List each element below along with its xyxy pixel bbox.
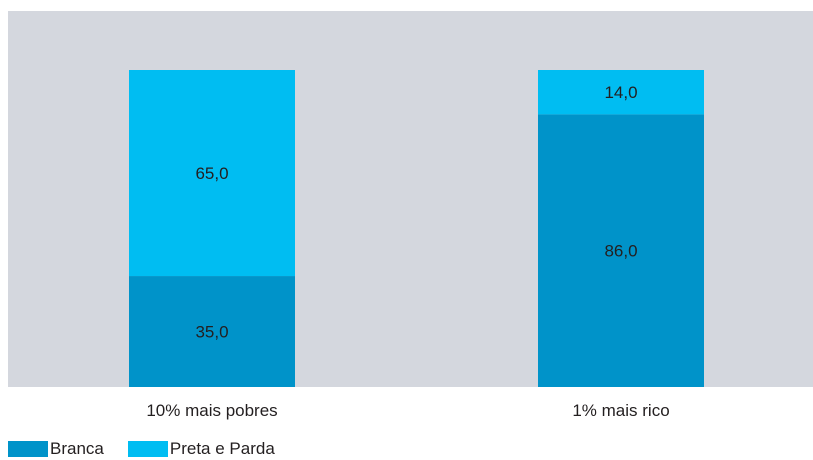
bar-branca-1-mais-rico [538, 114, 704, 387]
legend-label-branca: Branca [50, 439, 104, 458]
data-labels-layer: 35,0 65,0 86,0 14,0 [195, 83, 637, 341]
legend-item-branca: Branca [8, 439, 104, 459]
bar-preta-e-parda-10-mais-pobres [129, 70, 295, 277]
x-tick-label-10-mais-pobres: 10% mais pobres [146, 401, 277, 420]
legend-label-preta-e-parda: Preta e Parda [169, 439, 275, 458]
data-label-preta-e-parda-10-mais-pobres: 65,0 [195, 164, 228, 183]
legend-swatch-preta-e-parda [127, 441, 168, 457]
data-label-branca-1-mais-rico: 86,0 [604, 242, 637, 261]
data-label-branca-10-mais-pobres: 35,0 [195, 323, 228, 342]
bars-layer [129, 70, 704, 387]
bar-branca-10-mais-pobres [129, 276, 295, 387]
bar-preta-e-parda-1-mais-rico [538, 70, 704, 115]
category-ticks-layer: 10% mais pobres 1% mais rico [146, 401, 669, 420]
legend-item-preta-e-parda: Preta e Parda [127, 439, 275, 459]
legend-swatch-branca [8, 441, 48, 457]
data-label-preta-e-parda-1-mais-rico: 14,0 [604, 83, 637, 102]
legend: Branca Preta e Parda [8, 439, 299, 459]
x-tick-label-1-mais-rico: 1% mais rico [572, 401, 669, 420]
